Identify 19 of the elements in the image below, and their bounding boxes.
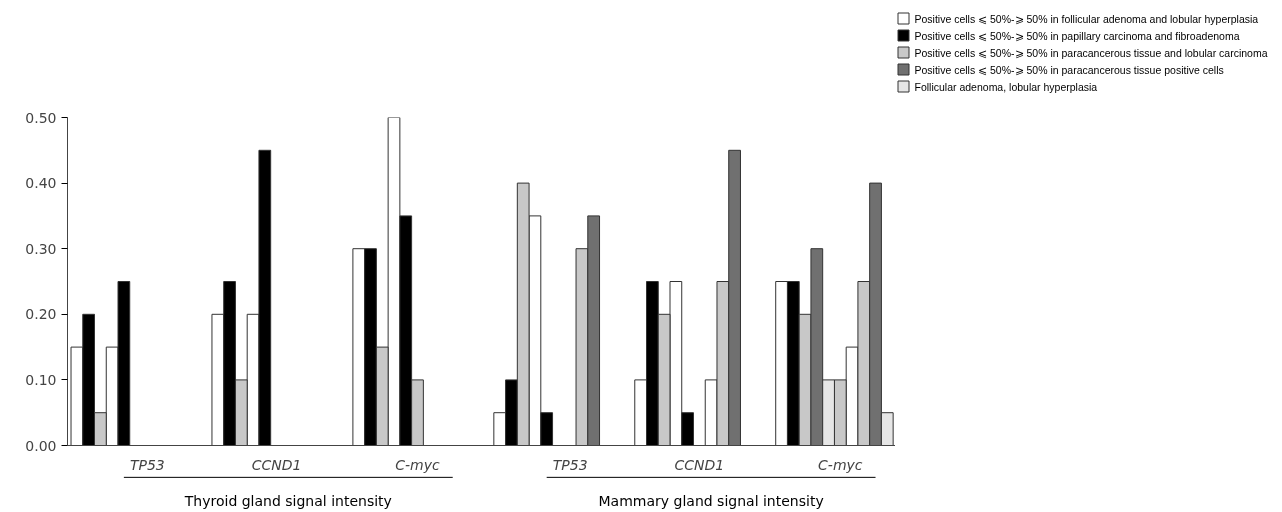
legend-label: Positive cells ⩽ 50%-⩾ 50% in paracancerous tissue positive cells bbox=[914, 63, 1224, 76]
text: Thyroid gland signal intensity bbox=[183, 492, 392, 509]
x-tick-label: CCND1 bbox=[251, 456, 302, 473]
y-tick-label: 0.00 bbox=[25, 437, 57, 454]
text: Mammary gland signal intensity bbox=[598, 492, 824, 509]
y-tick-label: 0.10 bbox=[25, 371, 57, 388]
x-tick-label: TP53 bbox=[129, 456, 165, 473]
y-tick-label: 0.50 bbox=[25, 109, 57, 126]
legend-label: Follicular adenoma, lobular hyperplasia bbox=[914, 80, 1098, 93]
x-tick-label: C-myc bbox=[395, 456, 441, 473]
x-tick-label: CCND1 bbox=[674, 456, 725, 473]
y-tick-label: 0.30 bbox=[25, 240, 57, 257]
y-tick-label: 0.40 bbox=[25, 175, 57, 192]
y-tick-label: 0.20 bbox=[25, 306, 57, 323]
x-tick-label: C-myc bbox=[818, 456, 863, 473]
legend-label: Positive cells ⩽ 50%-⩾ 50% in follicular adenoma and lobular hyperplasia bbox=[914, 12, 1259, 25]
legend-label: Positive cells ⩽ 50%-⩾ 50% in paracancerous tissue and lobular carcinoma bbox=[914, 46, 1268, 59]
x-tick-label: TP53 bbox=[552, 456, 588, 473]
legend-label: Positive cells ⩽ 50%-⩾ 50% in papillary carcinoma and fibroadenoma bbox=[914, 29, 1240, 42]
